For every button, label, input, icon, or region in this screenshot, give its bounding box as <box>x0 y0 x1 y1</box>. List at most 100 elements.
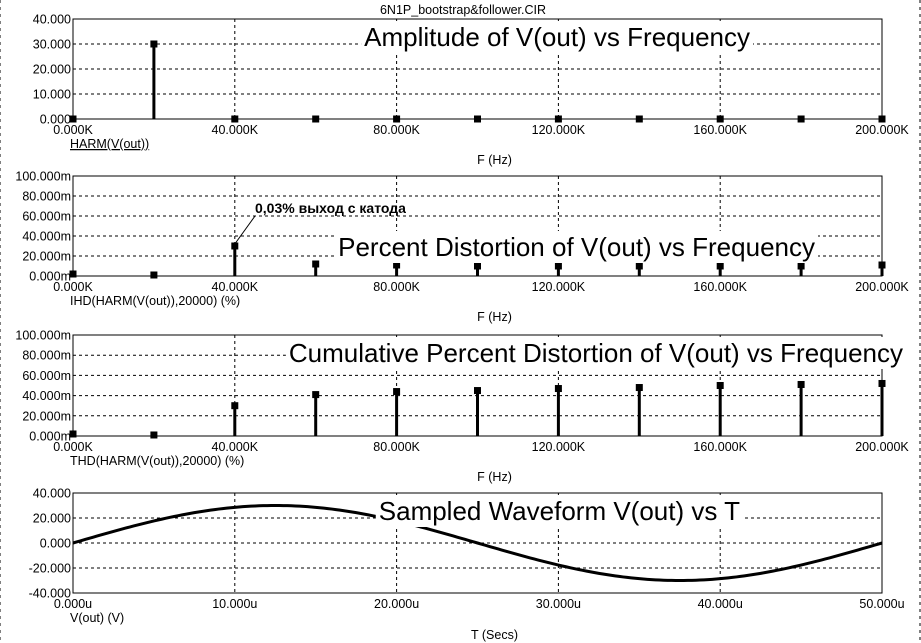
panel-1: 0.000K 40.000K 80.000K 120.000K 160.000K 200.… <box>33 13 910 168</box>
y-tick-label: 40.000m <box>22 389 71 403</box>
harmonic-marker <box>635 262 643 270</box>
x-tick-label: 160.000K <box>693 280 747 294</box>
panel-title: Sampled Waveform V(out) vs T <box>379 496 740 526</box>
harmonic-marker <box>150 271 158 279</box>
x-tick-label: 40.000K <box>212 123 259 137</box>
harmonic-marker <box>797 262 805 270</box>
panel-3: 0.000K 40.000K 80.000K 120.000K 160.000K 200.… <box>15 329 909 485</box>
x-tick-label: 80.000K <box>373 123 420 137</box>
harmonic-marker <box>797 380 805 388</box>
panel-2: 0.000K 40.000K 80.000K 120.000K 160.000K 200.… <box>15 170 909 325</box>
annotation-text: 0,03% выход с катода <box>255 200 406 216</box>
panel-4: 0.000u 10.000u 20.000u 30.000u 40.000u 50.000… <box>29 487 905 643</box>
harmonic-marker <box>231 402 239 410</box>
x-tick-label: 40.000u <box>698 597 743 611</box>
x-tick-label: 0.000K <box>53 280 93 294</box>
harmonic-marker <box>474 262 481 270</box>
y-tick-label: 60.000m <box>22 369 71 383</box>
y-tick-label: 40.000 <box>33 13 71 27</box>
harmonic-marker <box>231 115 239 123</box>
y-tick-label: 20.000m <box>22 250 71 264</box>
panel-title: Cumulative Percent Distortion of V(out) … <box>289 338 903 368</box>
panel-title-background <box>335 231 818 263</box>
x-axis-label: F (Hz) <box>477 153 512 167</box>
y-tick-label: 0.000 <box>40 113 71 127</box>
harmonic-marker <box>474 115 481 123</box>
harmonic-marker <box>69 115 77 123</box>
y-tick-label: 10.000 <box>33 88 71 102</box>
harmonic-marker <box>393 388 401 396</box>
x-axis-label: T (Secs) <box>471 628 518 642</box>
y-tick-label: 30.000 <box>33 38 71 52</box>
y-tick-label: -40.000 <box>29 587 71 601</box>
x-tick-label: 40.000K <box>212 440 259 454</box>
y-tick-label: 100.000m <box>15 329 71 343</box>
x-tick-label: 30.000u <box>536 597 581 611</box>
x-tick-label: 120.000K <box>532 440 586 454</box>
harmonic-marker <box>716 115 724 123</box>
x-tick-label: 80.000K <box>373 440 420 454</box>
x-tick-label: 160.000K <box>693 123 747 137</box>
harmonic-marker <box>554 385 562 393</box>
y-tick-label: 60.000m <box>22 210 71 224</box>
x-tick-label: 80.000K <box>373 280 420 294</box>
harmonic-marker <box>635 115 643 123</box>
x-tick-label: 50.000u <box>859 597 904 611</box>
harmonic-marker <box>716 262 724 270</box>
harmonic-marker <box>635 384 643 392</box>
panel-title: Percent Distortion of V(out) vs Frequenc… <box>338 232 815 262</box>
x-tick-label: 120.000K <box>532 123 586 137</box>
harmonic-marker <box>69 270 77 278</box>
y-tick-label: 0.000m <box>29 270 71 284</box>
x-tick-label: 200.000K <box>855 123 909 137</box>
y-tick-label: 100.000m <box>15 170 71 184</box>
y-tick-label: 20.000 <box>33 63 71 77</box>
annotation-pointer <box>234 215 256 245</box>
y-tick-label: 20.000m <box>22 409 71 423</box>
trace-label: HARM(V(out)) <box>70 137 149 151</box>
panel-title: Amplitude of V(out) vs Frequency <box>364 22 750 52</box>
panel-title-background <box>375 495 744 527</box>
x-tick-label: 0.000K <box>53 440 93 454</box>
harmonic-marker <box>312 391 320 399</box>
harmonic-marker <box>878 115 886 123</box>
harmonic-marker <box>554 262 562 270</box>
harmonic-marker <box>150 431 158 439</box>
harmonic-marker <box>393 115 401 123</box>
x-tick-label: 40.000K <box>212 280 259 294</box>
x-tick-label: 0.000u <box>54 597 92 611</box>
panel-title-background <box>361 21 753 53</box>
trace-label: IHD(HARM(V(out)),20000) (%) <box>70 294 240 308</box>
x-tick-label: 10.000u <box>212 597 257 611</box>
harmonic-marker <box>312 115 320 123</box>
waveform-line <box>72 503 883 583</box>
harmonic-marker <box>474 387 481 395</box>
harmonic-marker <box>797 115 805 123</box>
x-tick-label: 0.000K <box>53 123 93 137</box>
window-title: 6N1P_bootstrap&follower.CIR <box>380 3 546 17</box>
harmonic-marker <box>554 115 562 123</box>
x-axis-label: F (Hz) <box>477 310 512 324</box>
x-tick-label: 200.000K <box>855 280 909 294</box>
y-tick-label: 0.000m <box>29 430 71 444</box>
y-tick-label: -20.000 <box>29 562 71 576</box>
x-axis-label: F (Hz) <box>477 470 512 484</box>
harmonic-marker <box>231 242 239 250</box>
trace-label: THD(HARM(V(out)),20000) (%) <box>70 454 244 468</box>
harmonic-marker <box>150 40 158 48</box>
trace-label: V(out) (V) <box>70 611 124 625</box>
y-tick-label: 0.000 <box>40 537 71 551</box>
harmonic-marker <box>878 261 886 269</box>
harmonic-marker <box>312 260 320 268</box>
y-tick-label: 40.000m <box>22 230 71 244</box>
harmonic-marker <box>69 430 77 438</box>
x-tick-label: 200.000K <box>855 440 909 454</box>
x-tick-label: 120.000K <box>532 280 586 294</box>
panel-title-background <box>285 337 906 369</box>
harmonic-marker <box>716 382 724 389</box>
x-tick-label: 20.000u <box>374 597 419 611</box>
y-tick-label: 80.000m <box>22 349 71 363</box>
harmonic-marker <box>878 379 886 387</box>
y-tick-label: 80.000m <box>22 190 71 204</box>
